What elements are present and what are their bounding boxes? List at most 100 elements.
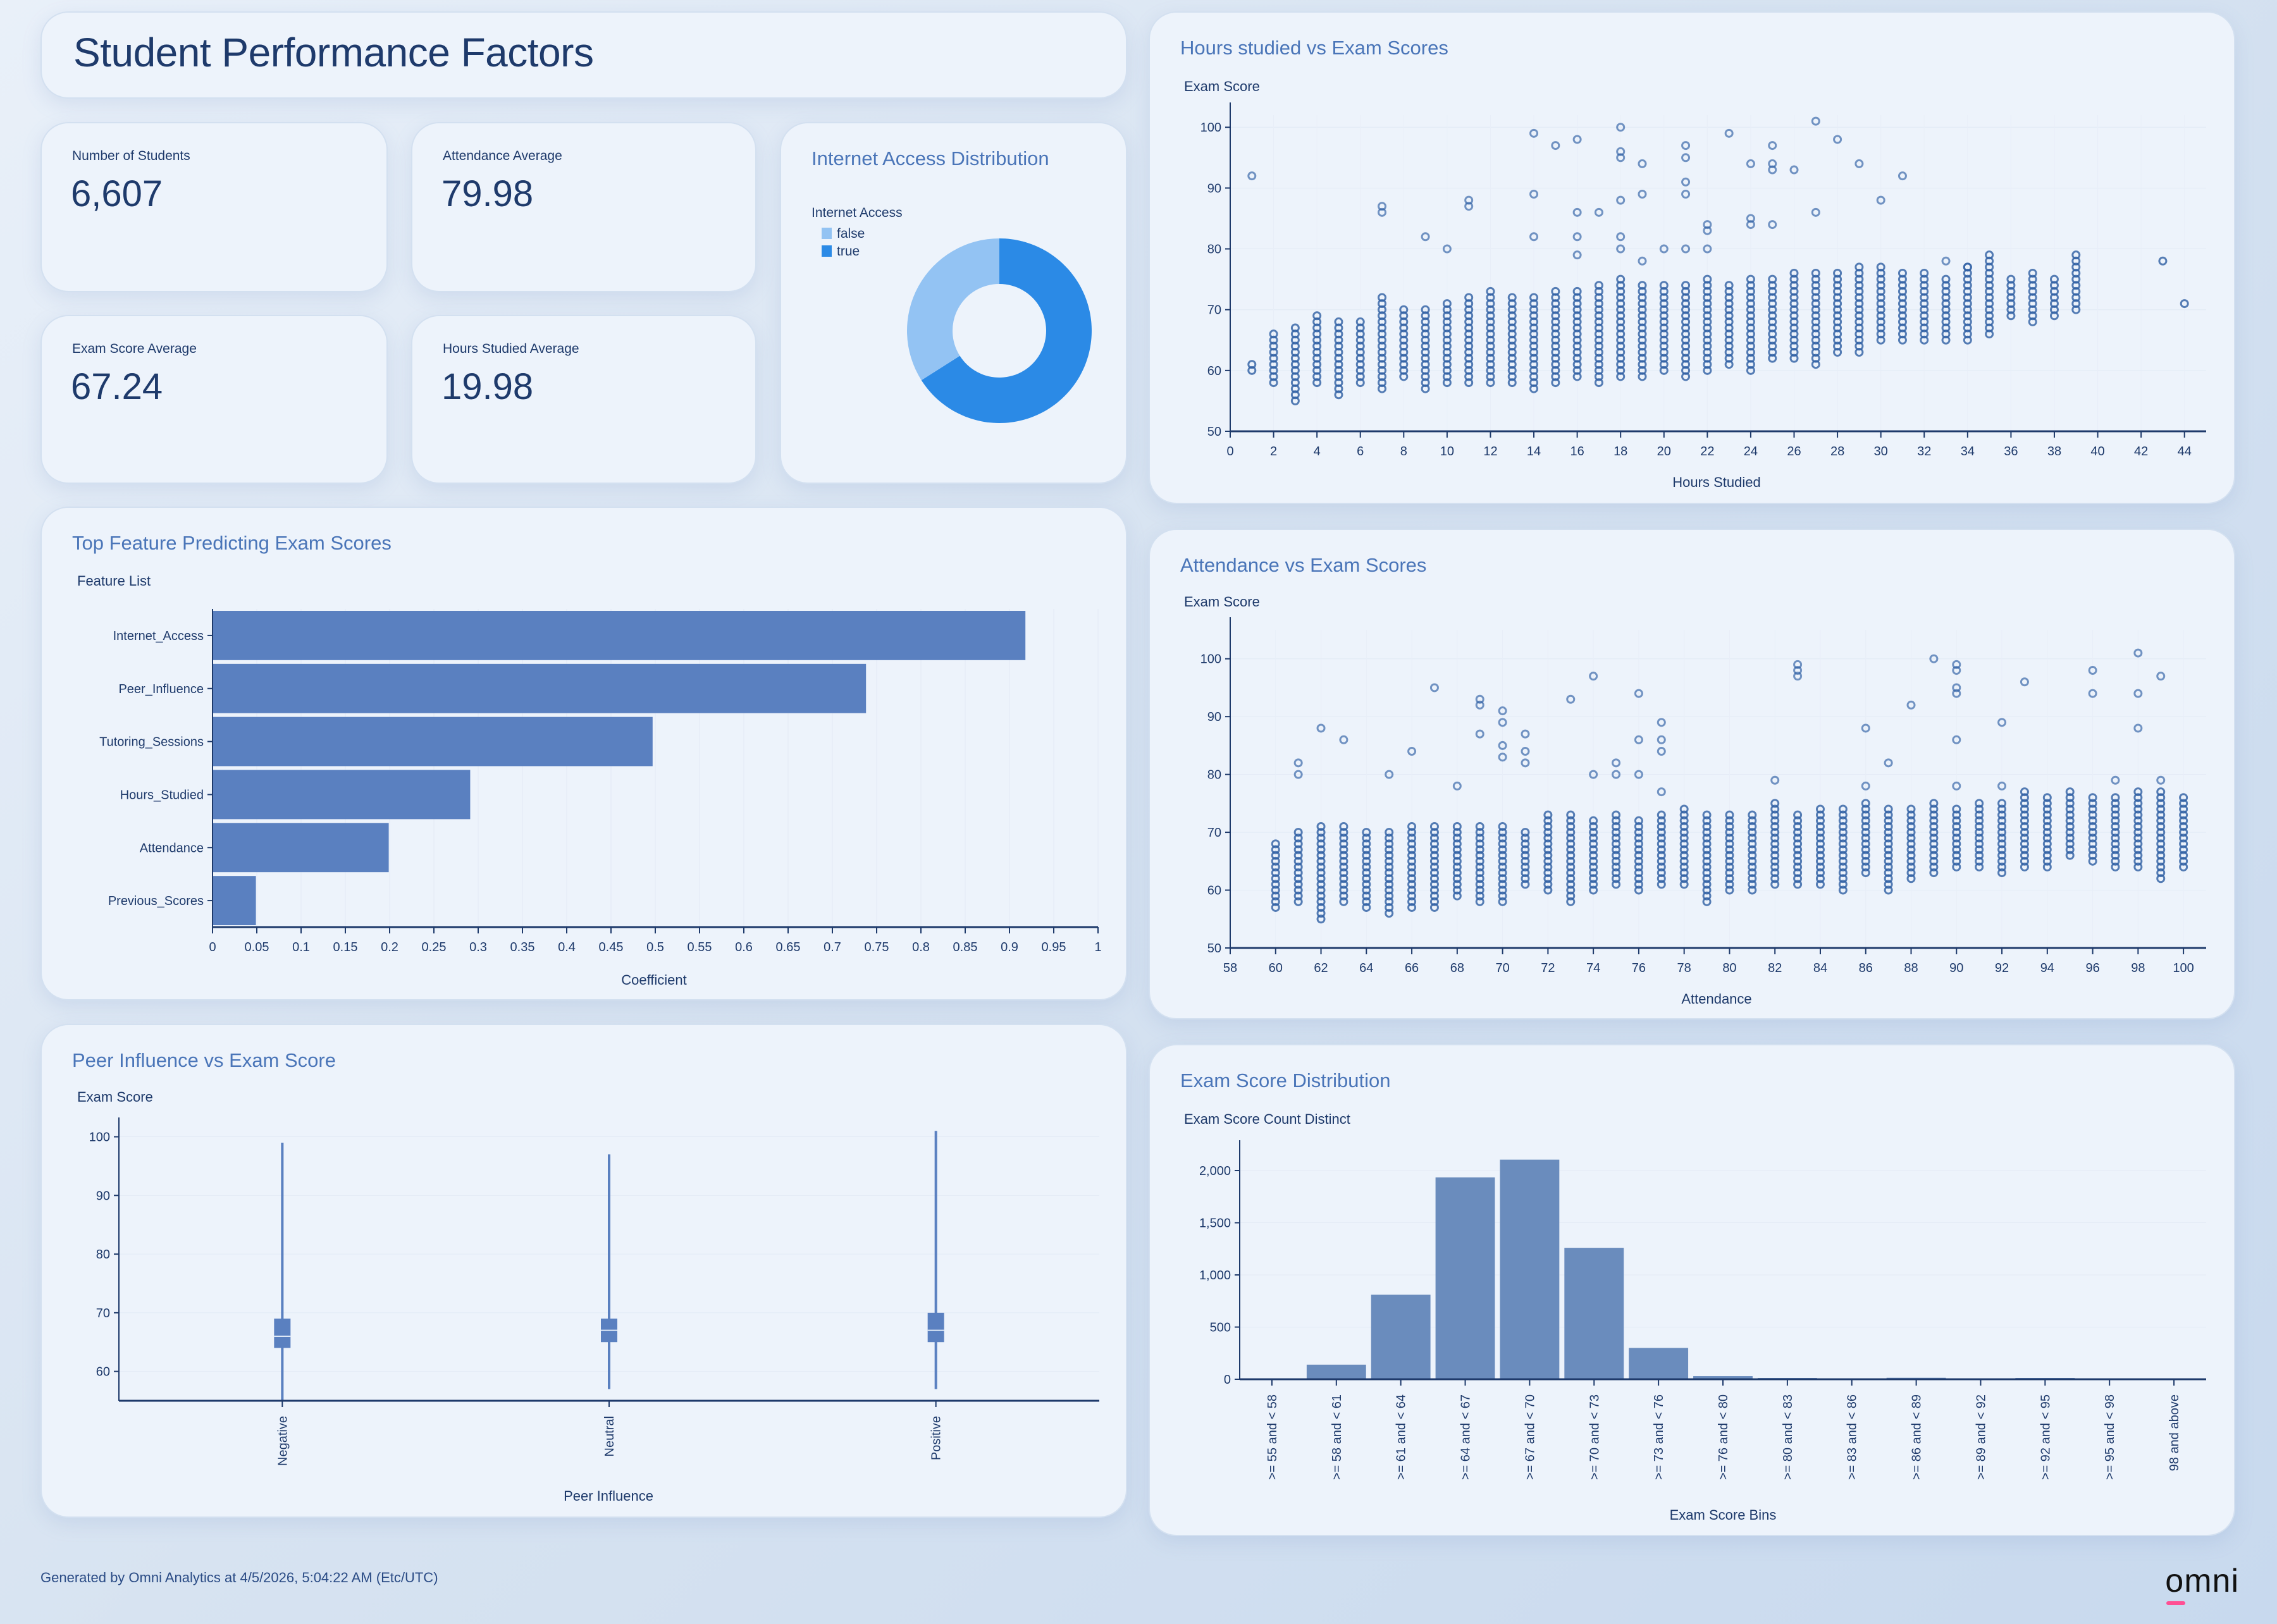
data-point — [2088, 666, 2097, 675]
data-point — [1952, 845, 1961, 854]
data-point — [2065, 834, 2075, 843]
data-point — [1362, 856, 1371, 866]
data-point — [1566, 851, 1576, 860]
data-point — [1748, 834, 1757, 843]
data-point — [2088, 793, 2097, 803]
data-point — [1271, 902, 1280, 912]
data-point — [1543, 834, 1553, 843]
data-point — [1316, 723, 1326, 733]
y-tick-label: Peer_Influence — [118, 682, 204, 696]
data-point — [1681, 141, 1691, 151]
data-point — [1952, 862, 1961, 871]
data-point — [1997, 839, 2007, 849]
data-point — [1657, 816, 1666, 825]
data-point — [1271, 874, 1280, 883]
data-point — [1929, 839, 1939, 849]
data-point — [1929, 821, 1939, 831]
data-point — [2156, 868, 2166, 878]
data-point — [1551, 286, 1560, 296]
data-point — [2006, 274, 2016, 284]
data-point — [1748, 810, 1757, 820]
data-point — [1634, 874, 1643, 883]
data-point — [1975, 839, 1984, 849]
data-point — [1861, 851, 1870, 860]
data-point — [1339, 845, 1348, 854]
data-point — [1997, 834, 2007, 843]
data-point — [2133, 793, 2143, 803]
data-point — [1566, 821, 1576, 831]
data-point — [1793, 868, 1803, 878]
data-point — [1612, 770, 1621, 779]
data-point — [1521, 839, 1530, 849]
x-tick-label: 0.85 — [953, 940, 978, 954]
data-point — [1378, 293, 1387, 302]
data-point — [1475, 891, 1484, 901]
data-point — [1612, 874, 1621, 883]
data-point — [1634, 816, 1643, 825]
data-point — [1952, 851, 1961, 860]
x-tick-label: 2 — [1270, 445, 1277, 458]
data-point — [1543, 874, 1553, 883]
data-point — [1429, 897, 1439, 906]
data-point — [1997, 781, 2007, 790]
x-axis-title: Peer Influence — [564, 1488, 653, 1504]
data-point — [1407, 839, 1417, 849]
data-point — [1616, 153, 1626, 163]
data-point — [1521, 828, 1530, 837]
data-point — [1770, 821, 1780, 831]
data-point — [1316, 891, 1326, 901]
data-point — [1920, 269, 1929, 278]
data-point — [1475, 856, 1484, 866]
data-point — [1659, 244, 1669, 254]
data-point — [1589, 828, 1598, 837]
data-point — [1507, 293, 1517, 302]
data-point — [1589, 885, 1598, 895]
data-point — [2133, 851, 2143, 860]
x-tick-label: 0.4 — [558, 940, 576, 954]
data-point — [2111, 816, 2120, 825]
x-tick-label: 12 — [1483, 445, 1497, 458]
data-point — [1681, 177, 1691, 187]
x-tick-label: 1 — [1094, 940, 1101, 954]
data-point — [1543, 851, 1553, 860]
data-point — [1634, 828, 1643, 837]
data-point — [1385, 897, 1394, 906]
logo-accent — [2166, 1601, 2186, 1605]
data-point — [1657, 845, 1666, 854]
data-point — [1407, 834, 1417, 843]
data-point — [1815, 880, 1825, 889]
x-tick-label: 36 — [2004, 445, 2018, 458]
data-point — [1793, 874, 1803, 883]
data-point — [1385, 909, 1394, 918]
data-point — [1529, 190, 1539, 199]
data-point — [2133, 804, 2143, 814]
data-point — [1897, 269, 1907, 278]
data-point — [1748, 839, 1757, 849]
data-point — [1407, 845, 1417, 854]
x-tick-label: 72 — [1541, 961, 1555, 975]
data-point — [2156, 839, 2166, 849]
data-point — [1725, 810, 1734, 820]
data-point — [1293, 862, 1303, 871]
data-point — [1566, 874, 1576, 883]
attendance-vs-score-chart: Exam Score Attendance 50 60 70 80 90 100 58 60 6… — [1184, 594, 2206, 1007]
y-tick-label: 80 — [96, 1248, 110, 1262]
data-point — [1997, 845, 2007, 854]
omni-logo[interactable]: omni — [2165, 1562, 2239, 1605]
data-point — [1657, 821, 1666, 831]
data-point — [1725, 834, 1734, 843]
data-point — [2156, 799, 2166, 808]
data-point — [1475, 694, 1484, 704]
y-axis-title: Exam Score — [1184, 78, 1260, 94]
x-tick-label: 76 — [1632, 961, 1646, 975]
x-tick-label: 20 — [1657, 445, 1671, 458]
data-point — [1657, 856, 1666, 866]
data-point — [2156, 828, 2166, 837]
data-point — [1385, 839, 1394, 849]
data-point — [1385, 851, 1394, 860]
data-point — [2179, 828, 2188, 837]
x-tick-label: 68 — [1450, 961, 1464, 975]
data-point — [1385, 856, 1394, 866]
data-point — [2133, 723, 2143, 733]
data-point — [2156, 672, 2166, 681]
